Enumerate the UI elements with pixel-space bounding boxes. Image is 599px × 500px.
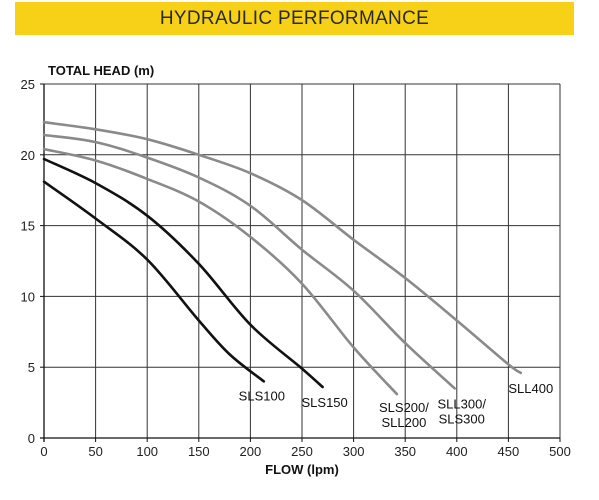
series-label-sll300-sls300: SLL300/ (438, 396, 487, 411)
series-label-sls150: SLS150 (302, 395, 348, 410)
x-tick-label: 100 (136, 444, 158, 459)
x-tick-label: 50 (88, 444, 102, 459)
x-tick-label: 250 (291, 444, 313, 459)
y-axis-title: TOTAL HEAD (m) (48, 63, 154, 78)
y-tick-label: 10 (21, 289, 35, 304)
series-label-sll400: SLL400 (508, 381, 553, 396)
y-tick-label: 0 (28, 431, 35, 446)
chart-title: HYDRAULIC PERFORMANCE (159, 7, 430, 29)
x-tick-label: 300 (343, 444, 365, 459)
y-tick-label: 15 (21, 219, 35, 234)
series-label-sls200-sll200: SLL200 (382, 415, 427, 430)
x-tick-label: 0 (40, 444, 47, 459)
series-label-sll300-sls300: SLS300 (439, 411, 485, 426)
x-tick-label: 200 (240, 444, 262, 459)
title-banner: HYDRAULIC PERFORMANCE (15, 2, 574, 35)
x-tick-label: 400 (446, 444, 468, 459)
x-tick-label: 450 (498, 444, 520, 459)
series-line-sls200-sll200 (42, 147, 399, 396)
series-label-sls100: SLS100 (239, 388, 285, 403)
y-tick-label: 20 (21, 148, 35, 163)
series-line-sls100 (42, 180, 266, 383)
series-line-sll300-sls300 (42, 133, 456, 390)
y-tick-label: 5 (28, 360, 35, 375)
series-line-sll400 (42, 120, 523, 375)
y-tick-label: 25 (21, 77, 35, 92)
series-label-sls200-sll200: SLS200/ (379, 400, 429, 415)
series-line-sls150 (42, 157, 324, 389)
x-axis-title: FLOW (lpm) (265, 462, 339, 477)
x-tick-label: 500 (549, 444, 571, 459)
x-tick-label: 150 (188, 444, 210, 459)
x-tick-label: 350 (394, 444, 416, 459)
